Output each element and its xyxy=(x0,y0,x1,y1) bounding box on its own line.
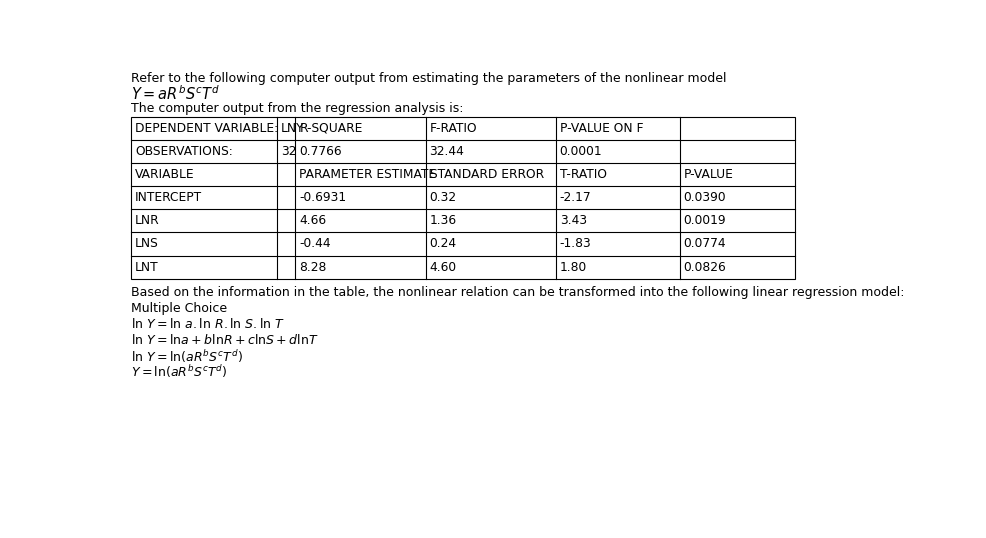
Text: 0.0019: 0.0019 xyxy=(683,214,726,228)
Text: 0.0826: 0.0826 xyxy=(683,260,726,273)
Text: 4.66: 4.66 xyxy=(299,214,326,228)
Text: R-SQUARE: R-SQUARE xyxy=(299,122,362,135)
Text: 32: 32 xyxy=(280,145,296,158)
Text: -0.6931: -0.6931 xyxy=(299,192,346,204)
Text: -1.83: -1.83 xyxy=(559,237,591,251)
Text: STANDARD ERROR: STANDARD ERROR xyxy=(429,168,543,181)
Text: 4.60: 4.60 xyxy=(429,260,457,273)
Text: -0.44: -0.44 xyxy=(299,237,330,251)
Text: OBSERVATIONS:: OBSERVATIONS: xyxy=(135,145,233,158)
Text: 0.24: 0.24 xyxy=(429,237,457,251)
Text: F-RATIO: F-RATIO xyxy=(429,122,476,135)
Bar xyxy=(131,117,794,279)
Text: 0.0390: 0.0390 xyxy=(683,192,726,204)
Text: 0.32: 0.32 xyxy=(429,192,457,204)
Text: Refer to the following computer output from estimating the parameters of the non: Refer to the following computer output f… xyxy=(131,72,726,85)
Text: $Y = aR^bS^cT^d$: $Y = aR^bS^cT^d$ xyxy=(131,84,220,103)
Text: -2.17: -2.17 xyxy=(559,192,591,204)
Text: $\mathrm{ln}\ Y = \mathrm{ln}\ a.\mathrm{ln}\ R.\mathrm{ln}\ S.\mathrm{ln}\ T$: $\mathrm{ln}\ Y = \mathrm{ln}\ a.\mathrm… xyxy=(131,317,285,331)
Text: T-RATIO: T-RATIO xyxy=(559,168,606,181)
Text: 0.7766: 0.7766 xyxy=(299,145,341,158)
Text: 0.0001: 0.0001 xyxy=(559,145,601,158)
Text: VARIABLE: VARIABLE xyxy=(135,168,194,181)
Text: $\mathrm{ln}\ Y = \mathrm{ln}a + b\mathrm{ln}R + c\mathrm{ln}S + d\mathrm{ln}T$: $\mathrm{ln}\ Y = \mathrm{ln}a + b\mathr… xyxy=(131,332,318,346)
Text: 1.36: 1.36 xyxy=(429,214,457,228)
Text: LNY: LNY xyxy=(280,122,304,135)
Text: $Y = \mathrm{ln}(aR^bS^cT^d)$: $Y = \mathrm{ln}(aR^bS^cT^d)$ xyxy=(131,363,228,380)
Text: Multiple Choice: Multiple Choice xyxy=(131,302,227,315)
Text: Based on the information in the table, the nonlinear relation can be transformed: Based on the information in the table, t… xyxy=(131,286,904,299)
Text: INTERCEPT: INTERCEPT xyxy=(135,192,202,204)
Text: LNR: LNR xyxy=(135,214,160,228)
Text: P-VALUE ON F: P-VALUE ON F xyxy=(559,122,643,135)
Text: $\mathrm{ln}\ Y = \mathrm{ln}(aR^bS^cT^d)$: $\mathrm{ln}\ Y = \mathrm{ln}(aR^bS^cT^d… xyxy=(131,348,243,365)
Text: LNS: LNS xyxy=(135,237,159,251)
Text: 1.80: 1.80 xyxy=(559,260,587,273)
Text: LNT: LNT xyxy=(135,260,159,273)
Text: P-VALUE: P-VALUE xyxy=(683,168,733,181)
Text: 0.0774: 0.0774 xyxy=(683,237,726,251)
Text: 32.44: 32.44 xyxy=(429,145,463,158)
Text: 3.43: 3.43 xyxy=(559,214,587,228)
Text: 8.28: 8.28 xyxy=(299,260,326,273)
Text: The computer output from the regression analysis is:: The computer output from the regression … xyxy=(131,102,463,115)
Text: DEPENDENT VARIABLE:: DEPENDENT VARIABLE: xyxy=(135,122,278,135)
Text: PARAMETER ESTIMATE: PARAMETER ESTIMATE xyxy=(299,168,436,181)
